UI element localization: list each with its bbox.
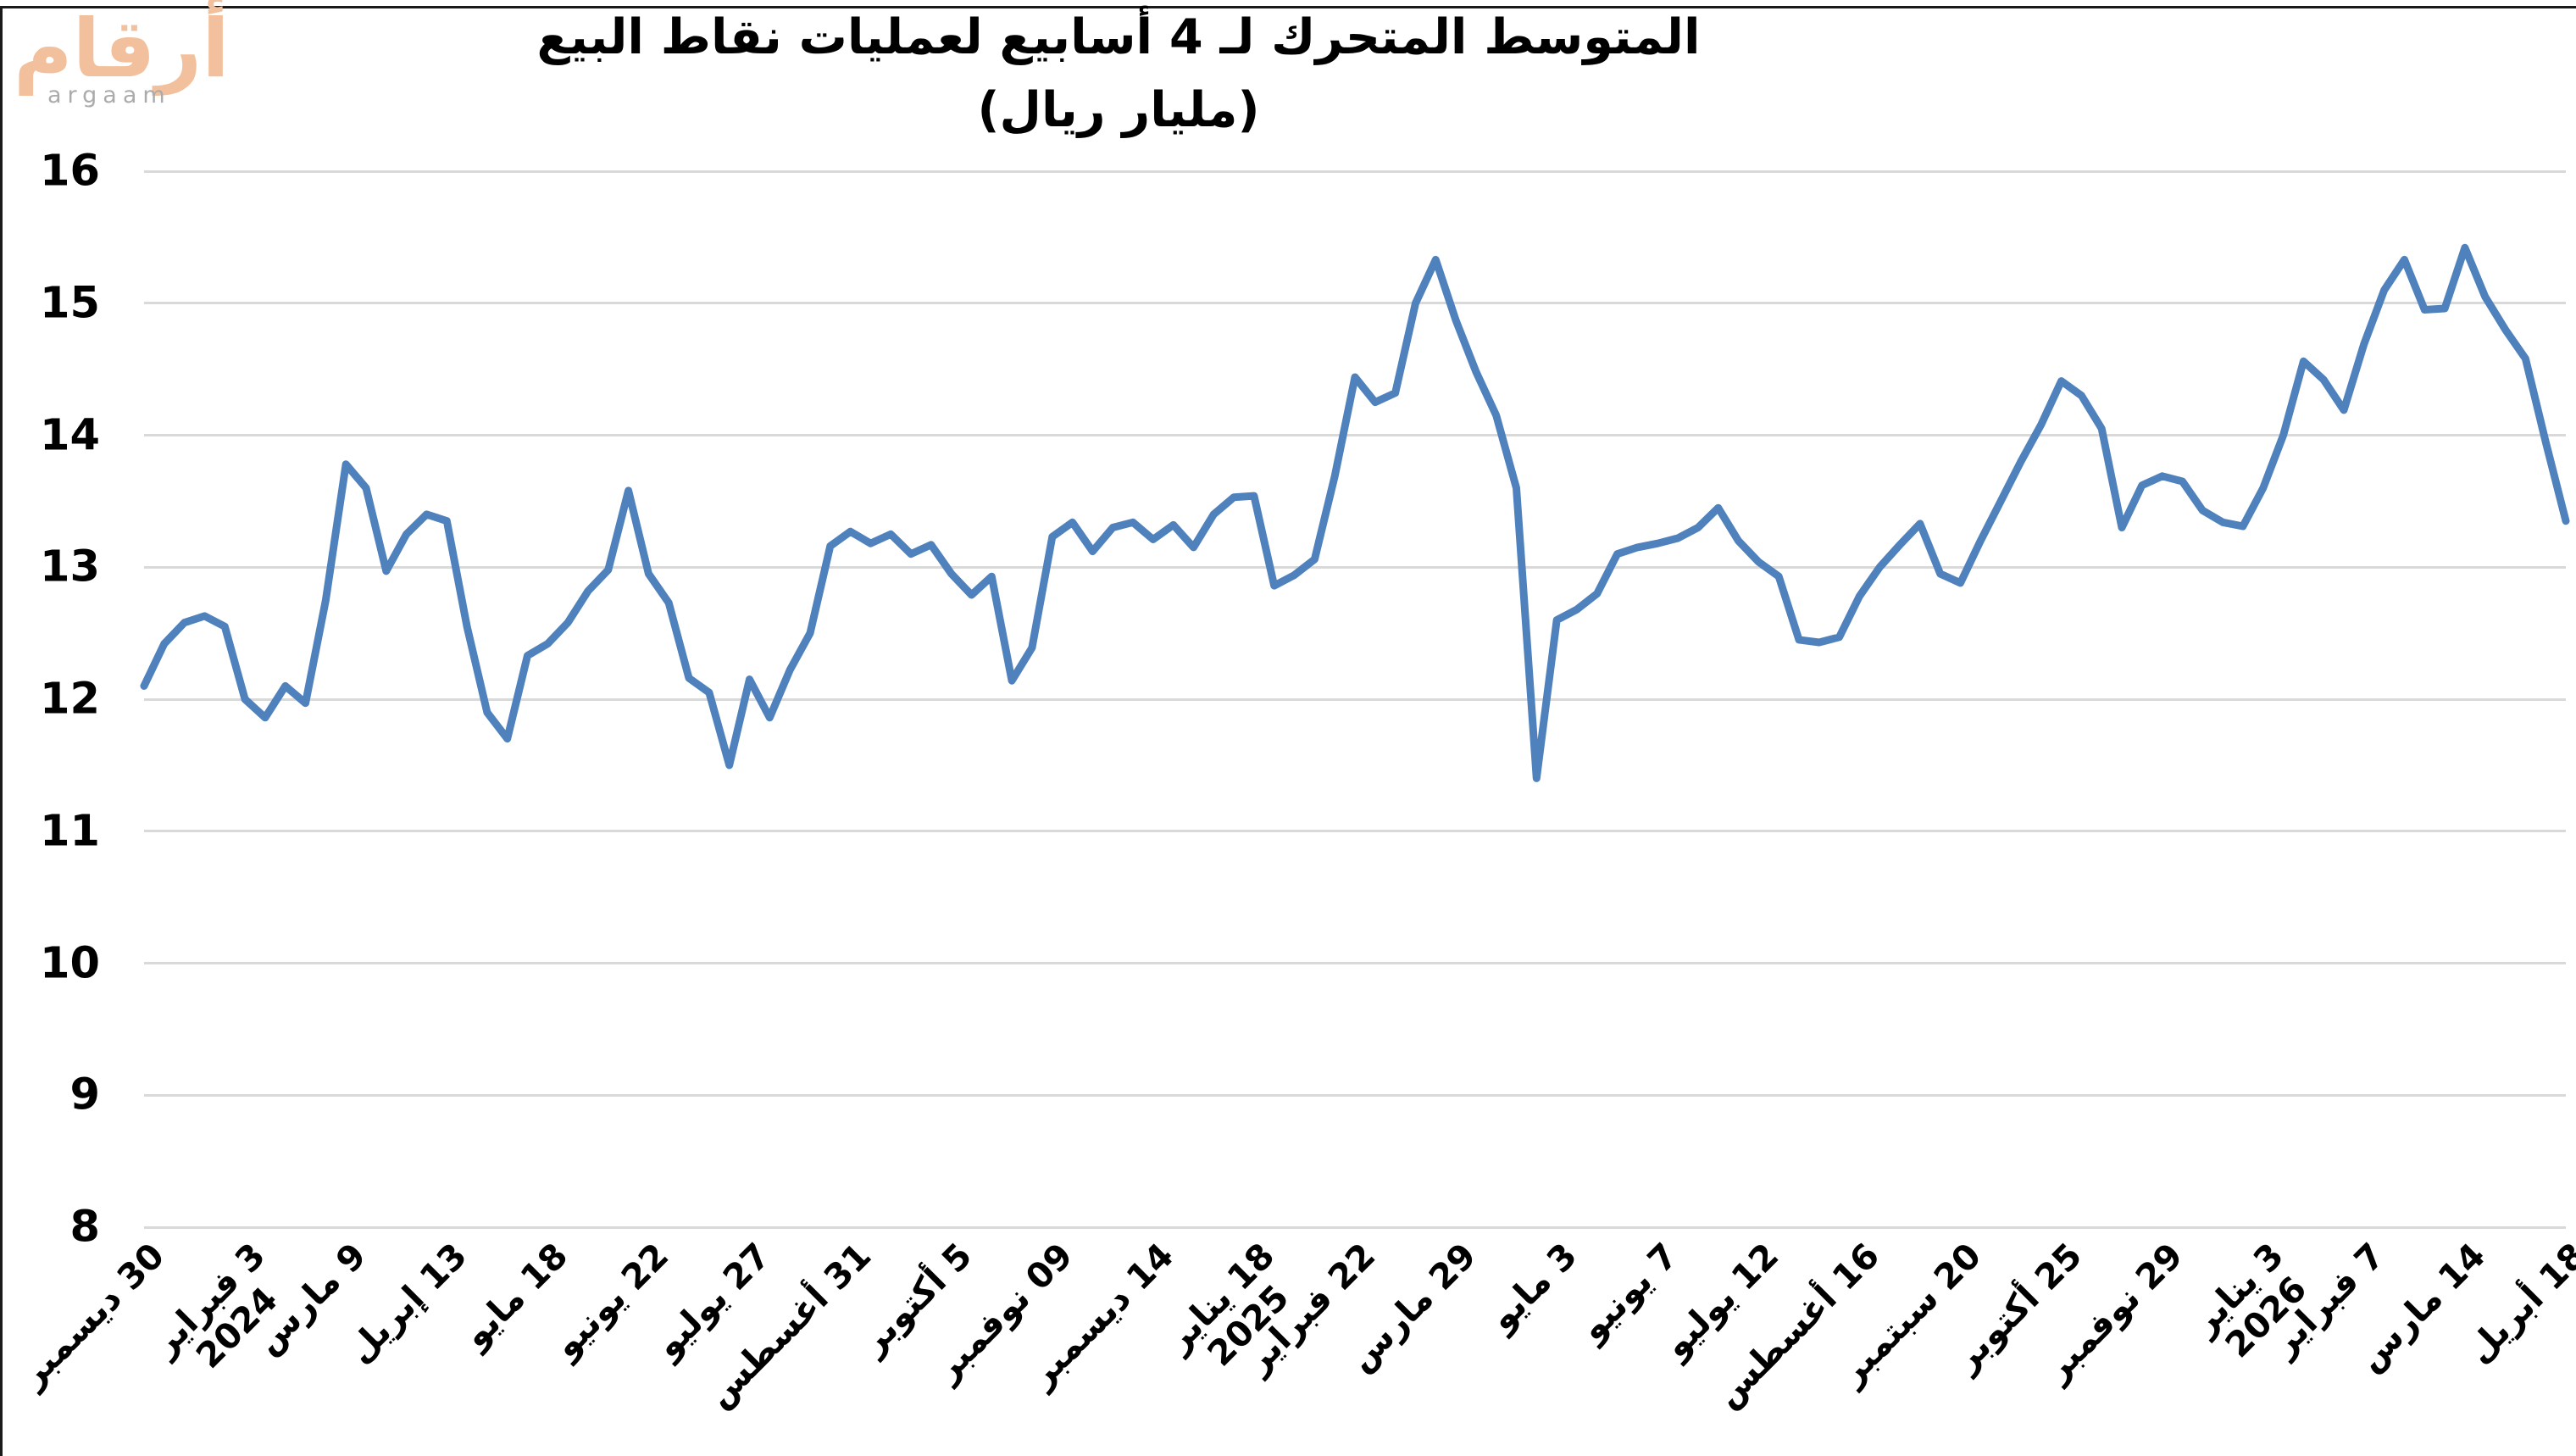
window-top-border (0, 6, 2576, 8)
gridline-y-15 (144, 302, 2566, 305)
window-left-border (0, 6, 3, 1456)
gridline-y-11 (144, 830, 2566, 833)
y-axis-tick-label: 13 (40, 542, 100, 592)
y-axis-tick-label: 15 (40, 278, 100, 329)
y-axis-tick-label: 16 (40, 146, 100, 197)
chart-title: المتوسط المتحرك لـ 4 أسابيع لعمليات نقاط… (536, 9, 1701, 138)
y-axis-tick-label: 11 (40, 806, 100, 857)
argaam-logo-latin: argaam (47, 81, 171, 108)
y-axis-tick-label: 12 (40, 674, 100, 725)
y-axis-tick-label: 14 (40, 410, 100, 460)
y-axis-tick-label: 9 (69, 1070, 101, 1120)
gridline-y-16 (144, 169, 2566, 173)
y-axis-tick-label: 8 (69, 1202, 101, 1253)
gridline-y-12 (144, 697, 2566, 701)
gridline-y-9 (144, 1093, 2566, 1097)
moving-average-line-series (140, 243, 2570, 782)
y-axis-tick-label: 10 (40, 938, 100, 988)
gridline-y-14 (144, 434, 2566, 436)
gridline-y-13 (144, 565, 2566, 569)
gridline-y-8 (144, 1225, 2566, 1229)
gridline-y-10 (144, 962, 2566, 964)
